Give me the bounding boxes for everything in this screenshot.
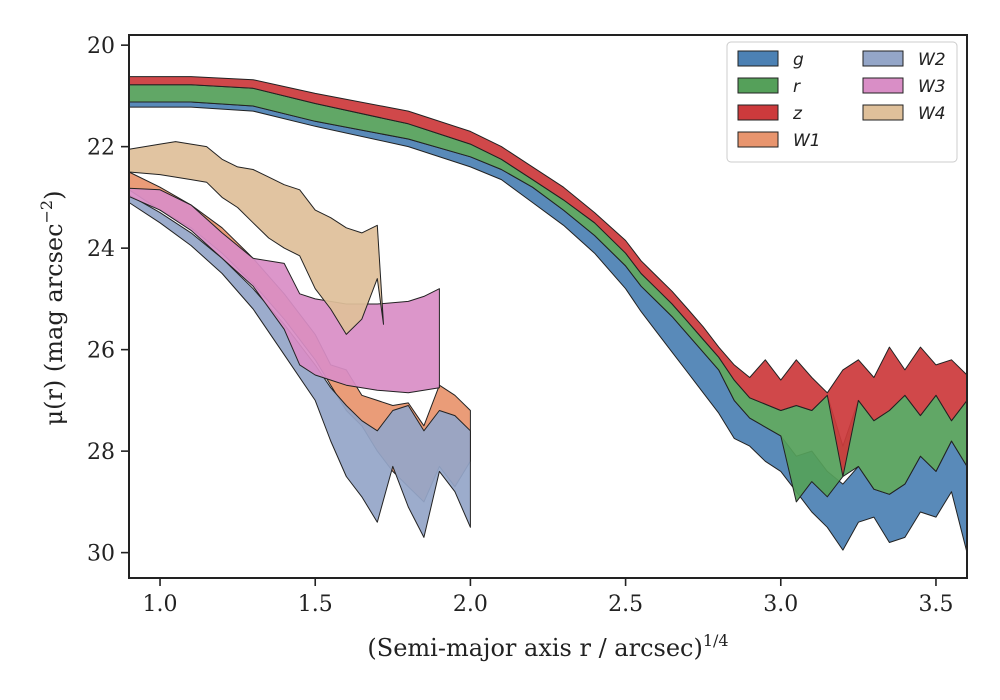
legend-swatch-z [737, 104, 779, 121]
y-tick-label: 20 [87, 34, 115, 59]
x-tick-label: 3.0 [763, 592, 798, 617]
y-tick-label: 24 [87, 237, 115, 262]
x-axis: 1.0 1.5 2.0 2.5 3.0 3.5 [143, 578, 953, 617]
x-tick-label: 2.5 [608, 592, 643, 617]
legend-label-w2: W2 [918, 50, 946, 70]
legend-label-z: z [792, 104, 803, 124]
legend-swatch-w3 [862, 77, 904, 94]
y-axis: 20 22 24 26 28 30 [87, 34, 129, 567]
series-band-w4 [128, 141, 384, 335]
x-tick-label: 1.5 [298, 592, 333, 617]
legend: grz W1 W2 W3 W4 [726, 41, 958, 163]
y-tick-label: 26 [87, 339, 115, 364]
legend-label-r: r [793, 77, 801, 97]
legend-swatch-w4 [862, 104, 904, 121]
series-bands [128, 76, 968, 554]
y-tick-label: 22 [87, 136, 115, 161]
y-axis-label: μ(r) (mag arcsec−2) [37, 191, 68, 426]
legend-label-g: g [793, 50, 804, 70]
x-tick-label: 2.0 [453, 592, 488, 617]
legend-swatch-r [737, 77, 779, 94]
legend-label-w3: W3 [918, 77, 946, 97]
legend-label-w4: W4 [918, 104, 946, 124]
legend-swatch-w2 [862, 50, 904, 67]
legend-swatch-g [737, 50, 779, 67]
series-band-w3 [128, 187, 440, 394]
y-tick-label: 28 [87, 440, 115, 465]
x-tick-label: 3.5 [918, 592, 953, 617]
legend-label-w1: W1 [793, 131, 821, 151]
series-band-g [128, 101, 968, 554]
x-axis-label: (Semi-major axis r / arcsec)1/4 [367, 631, 728, 662]
plot-frame [128, 34, 968, 579]
legend-box [726, 41, 958, 163]
legend-swatch-w1 [737, 131, 779, 148]
y-tick-label: 30 [87, 542, 115, 567]
x-tick-label: 1.0 [143, 592, 178, 617]
